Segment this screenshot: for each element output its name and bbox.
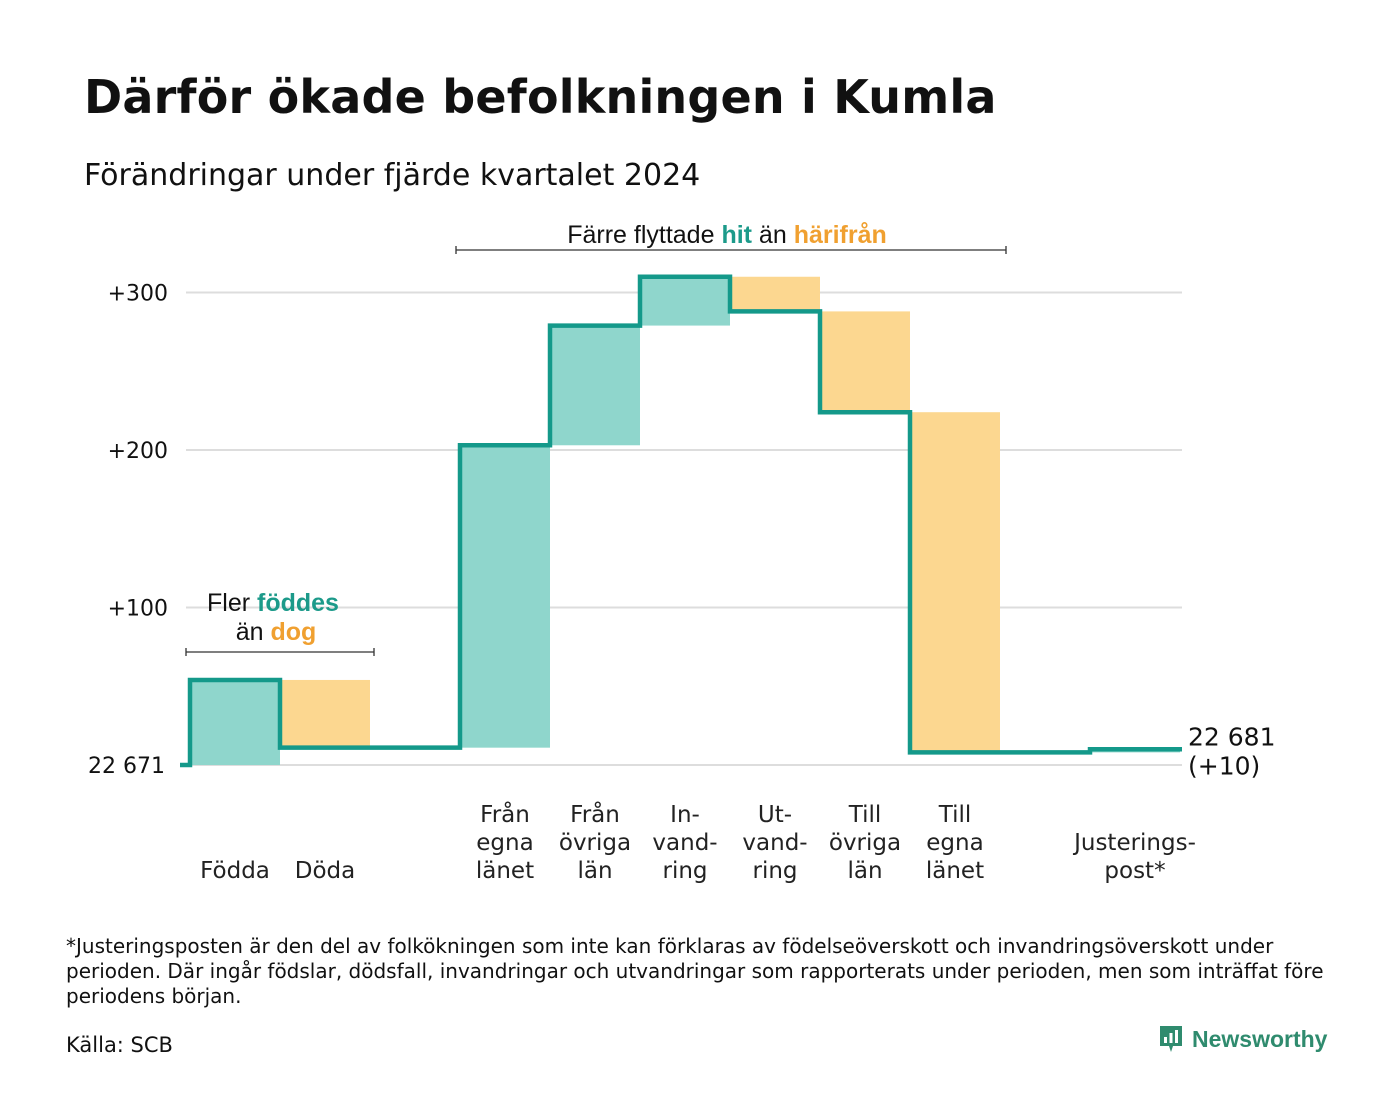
migration-bracket: [455, 246, 1007, 254]
x-tick-label: län: [577, 858, 612, 884]
bar-decrease: [730, 276, 820, 312]
y-tick-label: +200: [108, 439, 168, 464]
x-tick-label: Till: [938, 802, 972, 828]
source-label: Källa: SCB: [66, 1033, 173, 1057]
running-total-line: [180, 274, 1182, 768]
x-tick-label: Till: [848, 802, 882, 828]
newsworthy-chart-icon: [1160, 1026, 1182, 1052]
bar-decrease: [910, 412, 1000, 753]
x-tick-label: Ut-: [758, 802, 792, 828]
chart-subtitle: Förändringar under fjärde kvartalet 2024: [84, 158, 701, 193]
brand-name: Newsworthy: [1192, 1025, 1328, 1052]
newsworthy-logo: Newsworthy: [1158, 1024, 1327, 1054]
x-tick-label: länet: [476, 858, 534, 884]
x-tick-label: Från: [480, 800, 530, 828]
births-annotation-line2: än dog: [236, 618, 317, 646]
end-change-label: (+10): [1188, 751, 1260, 780]
births-annotation-line1: Fler föddes: [207, 589, 339, 617]
x-tick-label: Döda: [295, 858, 355, 884]
bar-decrease: [280, 679, 370, 748]
bar-increase: [550, 325, 640, 446]
bar-increase: [640, 276, 730, 326]
x-tick-label: övriga: [829, 830, 901, 856]
x-tick-label: post*: [1104, 858, 1165, 884]
x-tick-label: Från: [570, 800, 620, 828]
end-value-label: 22 681: [1188, 722, 1275, 751]
x-tick-label: egna: [476, 830, 533, 856]
x-tick-label: ring: [662, 858, 707, 884]
x-tick-label: Justerings-: [1072, 830, 1196, 856]
bar-increase: [460, 445, 550, 748]
migration-annotation: Färre flyttade hit än härifrån: [567, 221, 887, 249]
x-tick-label: övriga: [559, 830, 631, 856]
x-tick-label: län: [847, 858, 882, 884]
x-tick-label: vand-: [652, 830, 717, 856]
x-tick-label: In-: [670, 802, 700, 828]
x-tick-label: Födda: [200, 858, 270, 884]
start-value-label: 22 671: [88, 754, 165, 779]
y-tick-label: +100: [108, 597, 168, 622]
footnote: *Justeringsposten är den del av folkökni…: [66, 934, 1324, 1008]
x-tick-label: vand-: [742, 830, 807, 856]
x-tick-label: ring: [752, 858, 797, 884]
chart-title: Därför ökade befolkningen i Kumla: [84, 70, 997, 124]
y-tick-label: +300: [108, 282, 168, 307]
x-tick-label: egna: [926, 830, 983, 856]
x-tick-label: länet: [926, 858, 984, 884]
births-bracket: [185, 648, 375, 656]
bar-increase: [190, 679, 280, 765]
bar-decrease: [820, 311, 910, 413]
